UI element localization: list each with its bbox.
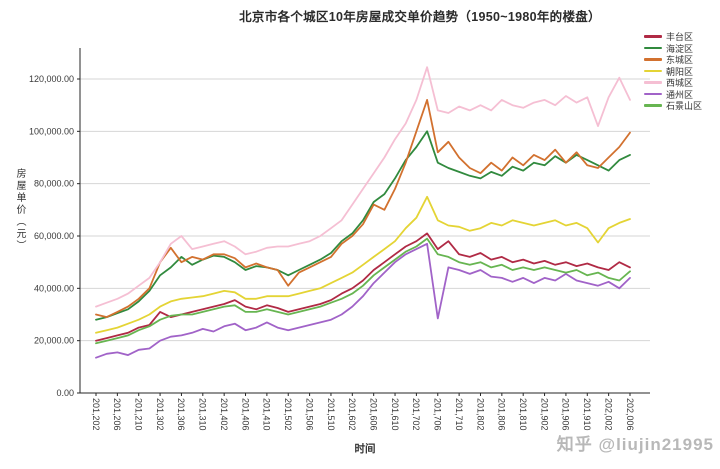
- x-axis-title: 时间: [354, 443, 376, 455]
- svg-text:201,206: 201,206: [112, 398, 122, 431]
- legend-label-1: 海淀区: [666, 43, 694, 54]
- svg-text:201,410: 201,410: [262, 398, 272, 431]
- svg-text:201,302: 201,302: [155, 398, 165, 431]
- svg-text:60,000.00: 60,000.00: [34, 231, 74, 241]
- svg-text:40,000.00: 40,000.00: [34, 283, 74, 293]
- series-line-0: [95, 232, 631, 342]
- legend-item-2: 东城区: [644, 54, 702, 65]
- legend-label-6: 石景山区: [666, 101, 703, 111]
- svg-text:201,806: 201,806: [497, 398, 507, 431]
- y-tick-labels: 0.00 20,000.00 40,000.00 60,000.00 80,000.00…: [29, 74, 74, 398]
- legend-item-5: 通州区: [644, 89, 702, 100]
- legend-label-0: 丰台区: [666, 32, 694, 42]
- series-line-5: [95, 242, 631, 359]
- legend-swatch-0: [644, 35, 662, 38]
- svg-text:201,702: 201,702: [411, 398, 421, 431]
- legend-item-0: 丰台区: [644, 31, 702, 42]
- svg-text:201,910: 201,910: [582, 398, 592, 431]
- legend-item-3: 朝阳区: [644, 66, 702, 77]
- legend-swatch-6: [644, 104, 662, 107]
- axes: [77, 48, 650, 396]
- svg-text:80,000.00: 80,000.00: [34, 179, 74, 189]
- legend-swatch-1: [644, 46, 662, 50]
- series-line-2: [95, 99, 631, 319]
- svg-text:201,210: 201,210: [134, 398, 144, 431]
- legend-item-4: 西城区: [644, 77, 702, 88]
- y-axis-title: 房屋单价（元）: [14, 168, 25, 252]
- legend-swatch-2: [644, 58, 662, 61]
- svg-text:20,000.00: 20,000.00: [34, 336, 74, 346]
- svg-text:201,802: 201,802: [475, 398, 485, 431]
- series-line-3: [95, 195, 631, 334]
- svg-text:201,310: 201,310: [198, 398, 208, 431]
- legend-label-3: 朝阳区: [666, 66, 694, 77]
- legend-label-4: 西城区: [666, 78, 694, 88]
- svg-text:201,306: 201,306: [176, 398, 186, 431]
- chart-title: 北京市各个城区10年房屋成交单价趋势（1950~1980年的楼盘）: [239, 10, 601, 24]
- svg-text:201,402: 201,402: [219, 398, 229, 431]
- svg-text:201,202: 201,202: [91, 398, 101, 431]
- series-line-6: [95, 237, 631, 345]
- svg-text:201,710: 201,710: [454, 398, 464, 431]
- svg-text:202,006: 202,006: [625, 398, 635, 431]
- svg-text:0.00: 0.00: [56, 388, 74, 398]
- svg-text:201,706: 201,706: [433, 398, 443, 431]
- svg-text:201,810: 201,810: [518, 398, 528, 431]
- watermark: 知乎 @liujin21995: [556, 435, 714, 454]
- svg-text:201,602: 201,602: [347, 398, 357, 431]
- legend-swatch-4: [644, 81, 662, 84]
- legend-swatch-5: [644, 92, 662, 96]
- x-tick-labels: 201,202 201,206 201,210 201,302 201,306 201,3…: [91, 398, 635, 431]
- svg-text:201,902: 201,902: [539, 398, 549, 431]
- svg-text:201,406: 201,406: [240, 398, 250, 431]
- svg-text:120,000.00: 120,000.00: [29, 74, 74, 84]
- legend: 丰台区 海淀区 东城区 朝阳区 西城区 通州区 石景山区: [644, 31, 702, 112]
- legend-item-6: 石景山区: [644, 100, 702, 111]
- svg-text:202,002: 202,002: [603, 398, 613, 431]
- svg-text:201,610: 201,610: [390, 398, 400, 431]
- svg-text:201,502: 201,502: [283, 398, 293, 431]
- gridlines: [80, 78, 650, 342]
- legend-label-5: 通州区: [666, 89, 694, 100]
- svg-text:201,606: 201,606: [368, 398, 378, 431]
- svg-text:201,506: 201,506: [304, 398, 314, 431]
- legend-label-2: 东城区: [666, 55, 694, 65]
- svg-text:100,000.00: 100,000.00: [29, 126, 74, 136]
- svg-text:201,906: 201,906: [561, 398, 571, 431]
- svg-text:201,510: 201,510: [326, 398, 336, 431]
- legend-swatch-3: [644, 69, 662, 73]
- legend-item-1: 海淀区: [644, 43, 702, 54]
- series-line-4: [95, 66, 631, 308]
